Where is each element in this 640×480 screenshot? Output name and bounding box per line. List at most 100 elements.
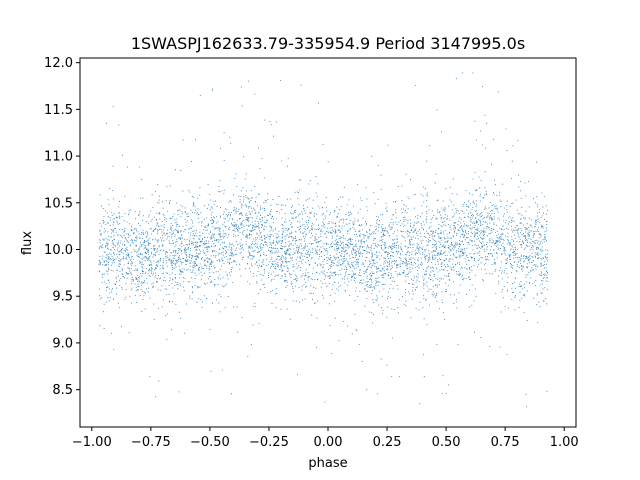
data-point <box>221 247 224 249</box>
data-point <box>397 263 399 265</box>
data-point <box>357 274 359 276</box>
data-point <box>217 276 219 278</box>
data-point <box>252 207 254 209</box>
data-point <box>316 346 318 348</box>
data-point <box>457 344 459 346</box>
data-point <box>531 261 533 263</box>
data-point <box>542 242 544 244</box>
data-point <box>326 210 328 212</box>
data-point <box>500 236 502 238</box>
data-point <box>141 266 143 268</box>
data-point <box>291 217 293 219</box>
data-point <box>355 243 357 245</box>
data-point <box>212 235 214 237</box>
data-point <box>170 233 172 235</box>
data-point <box>122 275 125 277</box>
data-point <box>226 215 228 217</box>
data-point <box>196 241 199 243</box>
data-point <box>148 256 150 258</box>
data-point <box>498 194 500 196</box>
data-point <box>211 302 214 304</box>
data-point <box>175 252 177 254</box>
data-point <box>159 264 162 266</box>
data-point <box>408 272 410 274</box>
data-point <box>121 243 124 245</box>
data-point <box>539 274 541 276</box>
data-point <box>451 216 453 218</box>
data-point <box>203 282 205 284</box>
data-point <box>512 249 514 251</box>
data-point <box>494 205 496 208</box>
data-point <box>157 233 159 235</box>
data-point <box>175 249 177 251</box>
data-point <box>332 223 334 225</box>
data-point <box>271 279 273 281</box>
data-point <box>108 258 110 260</box>
data-point <box>395 221 397 223</box>
data-point <box>228 213 230 216</box>
data-point <box>473 331 476 333</box>
data-point <box>276 203 278 205</box>
data-point <box>269 261 271 263</box>
data-point <box>267 214 269 217</box>
data-point <box>524 236 527 238</box>
data-point <box>172 301 174 303</box>
data-point <box>339 240 342 242</box>
data-point <box>541 258 543 260</box>
data-point <box>403 208 405 210</box>
data-point <box>372 272 374 274</box>
data-point <box>350 241 352 243</box>
data-point <box>432 295 434 297</box>
data-point <box>391 248 393 250</box>
data-point <box>387 144 389 146</box>
data-point <box>237 234 239 236</box>
data-point <box>475 220 477 222</box>
data-point <box>178 230 180 232</box>
data-point <box>190 262 192 264</box>
data-point <box>473 300 475 302</box>
data-point <box>303 249 305 251</box>
data-point <box>433 273 435 275</box>
data-point <box>197 197 199 199</box>
data-point <box>373 301 375 303</box>
data-point <box>325 206 327 208</box>
data-point <box>345 213 347 216</box>
data-point <box>410 228 412 231</box>
data-point <box>373 286 375 288</box>
data-point <box>255 275 257 277</box>
data-point <box>245 214 247 216</box>
data-point <box>495 263 497 265</box>
data-point <box>287 229 289 231</box>
data-point <box>370 244 373 246</box>
data-point <box>224 236 226 238</box>
data-point <box>178 260 180 263</box>
data-point <box>251 225 253 227</box>
data-point <box>118 279 121 281</box>
data-point <box>338 247 340 249</box>
data-point <box>434 258 436 260</box>
data-point <box>299 213 301 215</box>
data-point <box>474 288 476 290</box>
data-point <box>210 235 213 237</box>
data-point <box>492 204 494 206</box>
data-point <box>150 262 152 264</box>
data-point <box>381 241 383 243</box>
data-point <box>123 235 125 237</box>
data-point <box>352 276 354 278</box>
data-point <box>174 228 176 230</box>
data-point <box>282 230 284 232</box>
data-point <box>497 211 499 213</box>
data-point <box>104 210 107 212</box>
data-point <box>373 191 375 194</box>
data-point <box>485 221 487 223</box>
data-point <box>377 267 379 269</box>
data-point <box>336 253 338 255</box>
data-point <box>390 245 392 247</box>
data-point <box>222 276 224 278</box>
data-point <box>384 248 386 250</box>
data-point <box>254 185 256 187</box>
data-point <box>541 279 543 282</box>
data-point <box>539 221 541 223</box>
data-point <box>349 257 351 259</box>
data-point <box>180 231 182 233</box>
